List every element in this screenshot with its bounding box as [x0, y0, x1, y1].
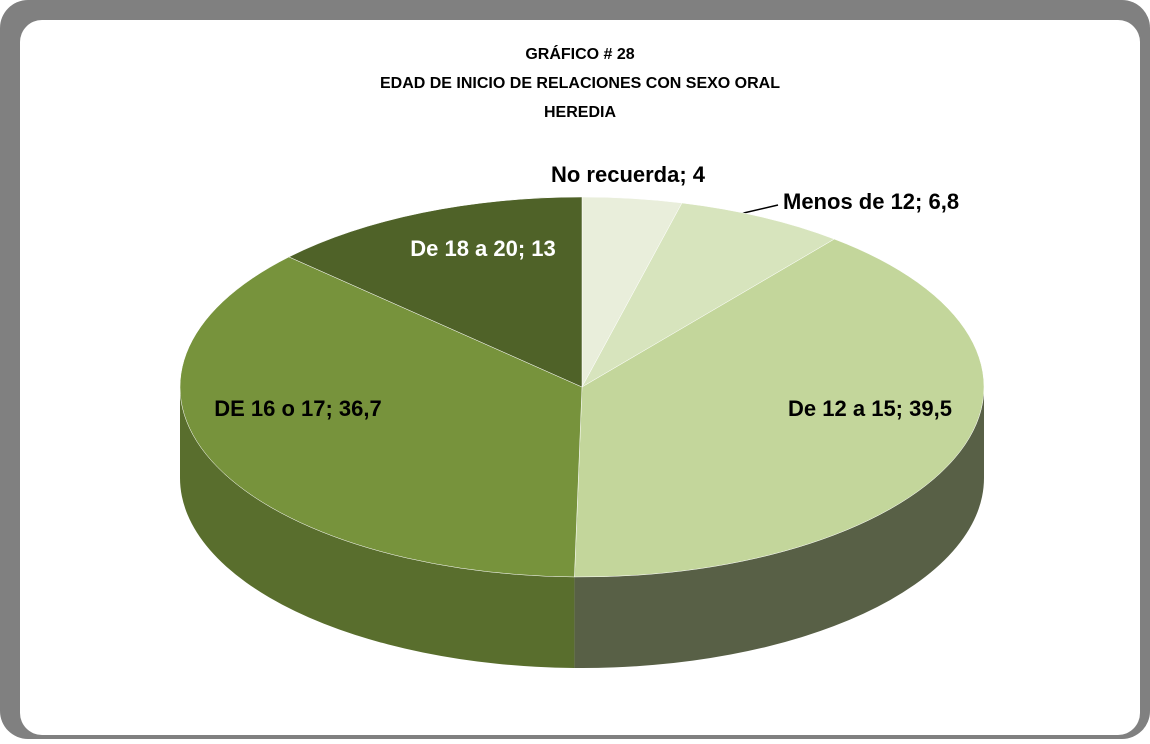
data-label: De 12 a 15; 39,5 [788, 396, 952, 421]
data-label: De 18 a 20; 13 [410, 236, 556, 261]
pie-slice [574, 238, 985, 578]
data-label: DE 16 o 17; 36,7 [214, 396, 382, 421]
pie-slice [179, 256, 583, 578]
chart-title: HEREDIA [544, 104, 616, 121]
chart-title: GRÁFICO # 28 [525, 44, 634, 63]
chart-title: EDAD DE INICIO DE RELACIONES CON SEXO OR… [380, 75, 780, 92]
pie-side [180, 387, 575, 668]
data-label: Menos de 12; 6,8 [783, 189, 959, 214]
pie-slice [581, 202, 835, 388]
pie-side [574, 387, 984, 668]
data-label: No recuerda; 4 [551, 162, 706, 187]
pie-slice [288, 196, 583, 388]
